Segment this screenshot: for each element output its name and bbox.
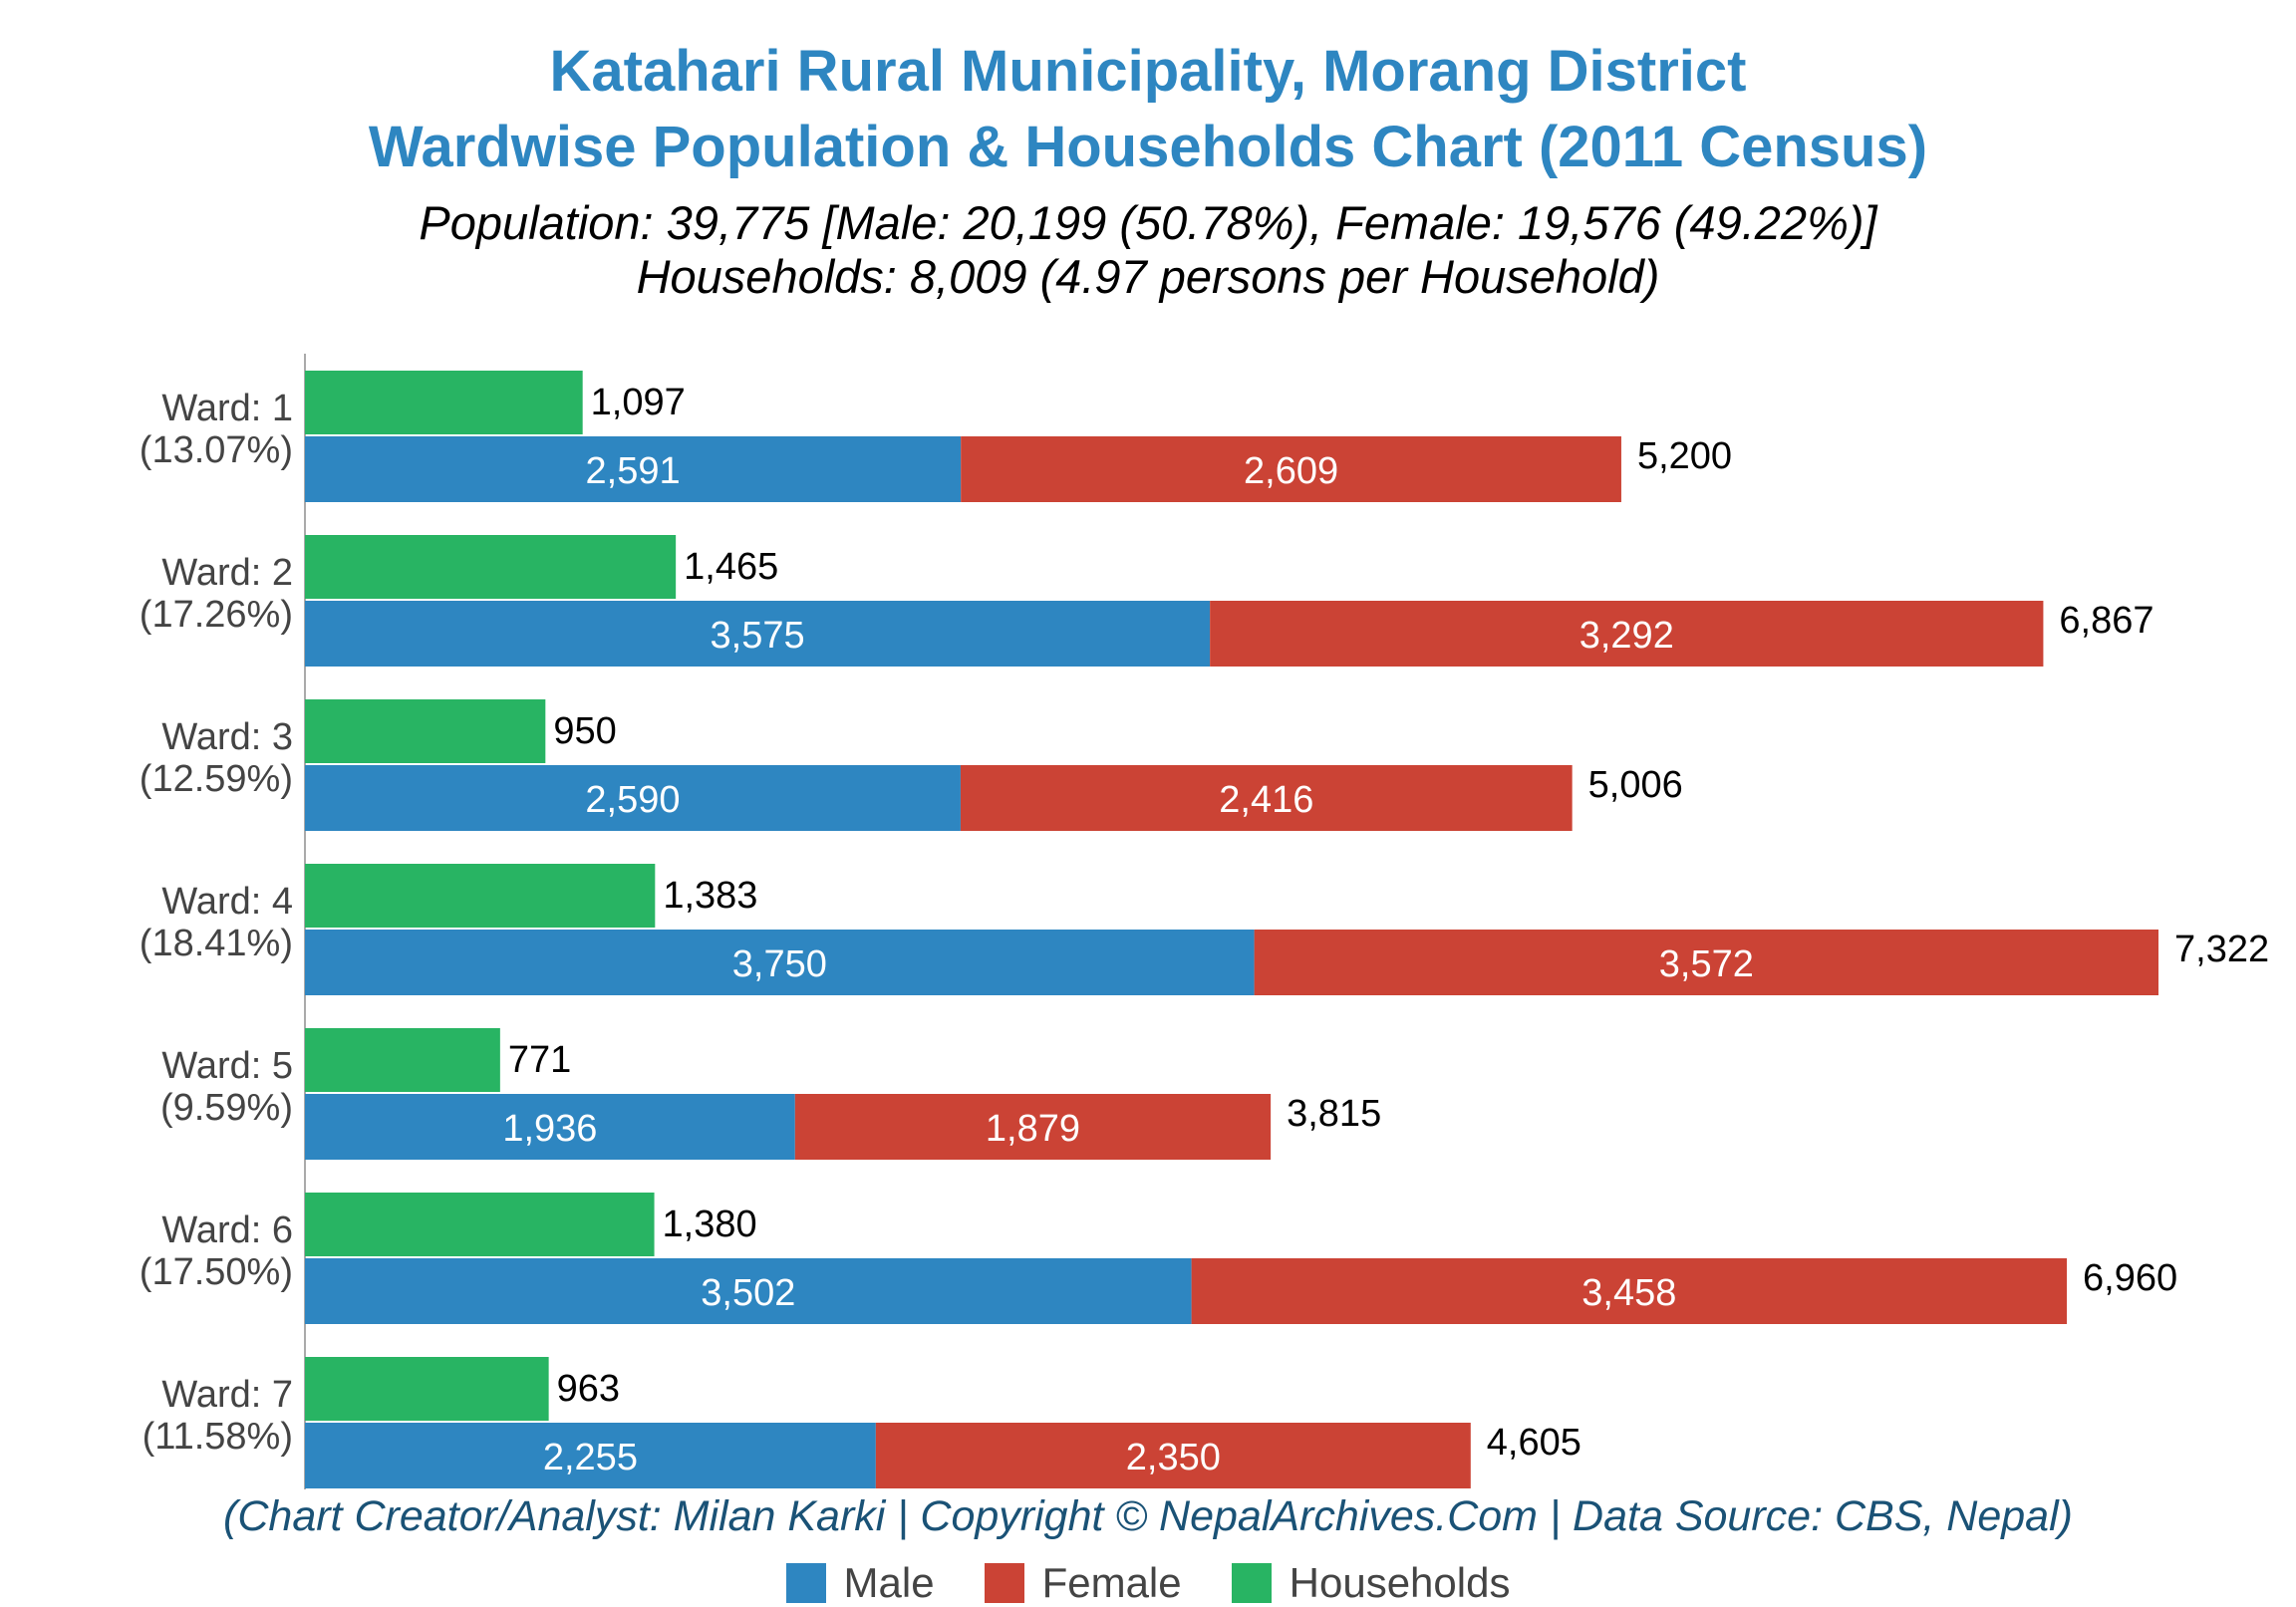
legend-swatch-households [1231,1563,1272,1603]
bar-male-ward-5 [305,1094,795,1160]
category-label-ward-5: Ward: 5 [161,1045,293,1087]
label-female-ward-2: 3,292 [1579,615,1674,657]
label-households-ward-4: 1,383 [663,875,757,917]
label-total-ward-1: 5,200 [1637,435,1732,477]
category-share-ward-4: (18.41%) [140,923,293,964]
category-label-ward-4: Ward: 4 [161,881,293,923]
label-households-ward-2: 1,465 [684,546,778,588]
chart-legend: Male Female Households [0,1559,2296,1607]
category-label-ward-3: Ward: 3 [161,716,293,758]
category-label-ward-2: Ward: 2 [161,552,293,594]
chart-credit: (Chart Creator/Analyst: Milan Karki | Co… [223,1492,2073,1540]
label-male-ward-3: 2,590 [585,779,680,821]
chart-subtitle-line2: Households: 8,009 (4.97 persons per Hous… [636,250,1660,303]
chart-title-line1: Katahari Rural Municipality, Morang Dist… [549,39,1747,104]
label-households-ward-1: 1,097 [591,382,686,423]
category-share-ward-6: (17.50%) [140,1251,293,1293]
label-female-ward-4: 3,572 [1659,943,1754,985]
bar-households-ward-3 [305,699,546,763]
legend-label-female: Female [1041,1559,1182,1606]
legend-item-male: Male [785,1559,935,1607]
chart-title-line2: Wardwise Population & Households Chart (… [368,115,1928,179]
chart-subtitle-line1: Population: 39,775 [Male: 20,199 (50.78%… [419,196,1877,249]
bar-households-ward-6 [305,1193,655,1256]
category-share-ward-5: (9.59%) [160,1087,293,1129]
bar-households-ward-2 [305,535,677,599]
bar-female-ward-4 [1254,930,2158,995]
legend-item-households: Households [1231,1559,1511,1607]
label-female-ward-6: 3,458 [1581,1272,1676,1314]
bar-female-ward-3 [960,765,1573,831]
bar-households-ward-1 [305,371,583,434]
label-male-ward-7: 2,255 [543,1437,638,1478]
label-total-ward-6: 6,960 [2083,1257,2177,1299]
bar-male-ward-4 [305,930,1255,995]
bar-female-ward-1 [961,436,1621,502]
label-female-ward-7: 2,350 [1126,1437,1221,1478]
category-share-ward-7: (11.58%) [143,1416,293,1458]
bar-female-ward-5 [794,1094,1272,1160]
label-male-ward-2: 3,575 [711,615,805,657]
bar-male-ward-7 [305,1423,876,1488]
bar-households-ward-4 [305,864,656,928]
category-share-ward-1: (13.07%) [140,429,293,471]
bar-male-ward-2 [305,601,1211,667]
bar-female-ward-7 [875,1423,1471,1488]
legend-label-male: Male [843,1559,935,1606]
label-female-ward-1: 2,609 [1244,450,1338,492]
category-share-ward-2: (17.26%) [140,594,293,636]
label-male-ward-6: 3,502 [701,1272,795,1314]
bar-male-ward-1 [305,436,962,502]
legend-swatch-female [984,1563,1024,1603]
bar-male-ward-6 [305,1258,1192,1324]
category-label-ward-7: Ward: 7 [161,1374,293,1416]
label-households-ward-7: 963 [557,1368,620,1410]
label-total-ward-7: 4,605 [1487,1422,1581,1464]
label-female-ward-3: 2,416 [1219,779,1313,821]
label-total-ward-3: 5,006 [1588,764,1683,806]
legend-item-female: Female [984,1559,1182,1607]
label-households-ward-5: 771 [508,1039,571,1081]
legend-label-households: Households [1289,1559,1511,1606]
label-male-ward-5: 1,936 [502,1108,597,1150]
bar-households-ward-7 [305,1357,549,1421]
label-total-ward-4: 7,322 [2174,929,2269,970]
label-households-ward-6: 1,380 [663,1204,757,1245]
bar-male-ward-3 [305,765,961,831]
label-female-ward-5: 1,879 [986,1108,1080,1150]
label-total-ward-2: 6,867 [2059,600,2153,642]
label-total-ward-5: 3,815 [1287,1093,1381,1135]
label-male-ward-4: 3,750 [732,943,827,985]
label-male-ward-1: 2,591 [586,450,681,492]
legend-swatch-male [785,1563,826,1603]
label-households-ward-3: 950 [553,710,616,752]
category-label-ward-1: Ward: 1 [161,388,293,429]
bar-female-ward-6 [1191,1258,2068,1324]
category-share-ward-3: (12.59%) [140,758,293,800]
category-label-ward-6: Ward: 6 [161,1209,293,1251]
bar-female-ward-2 [1210,601,2044,667]
bar-households-ward-5 [305,1028,500,1092]
